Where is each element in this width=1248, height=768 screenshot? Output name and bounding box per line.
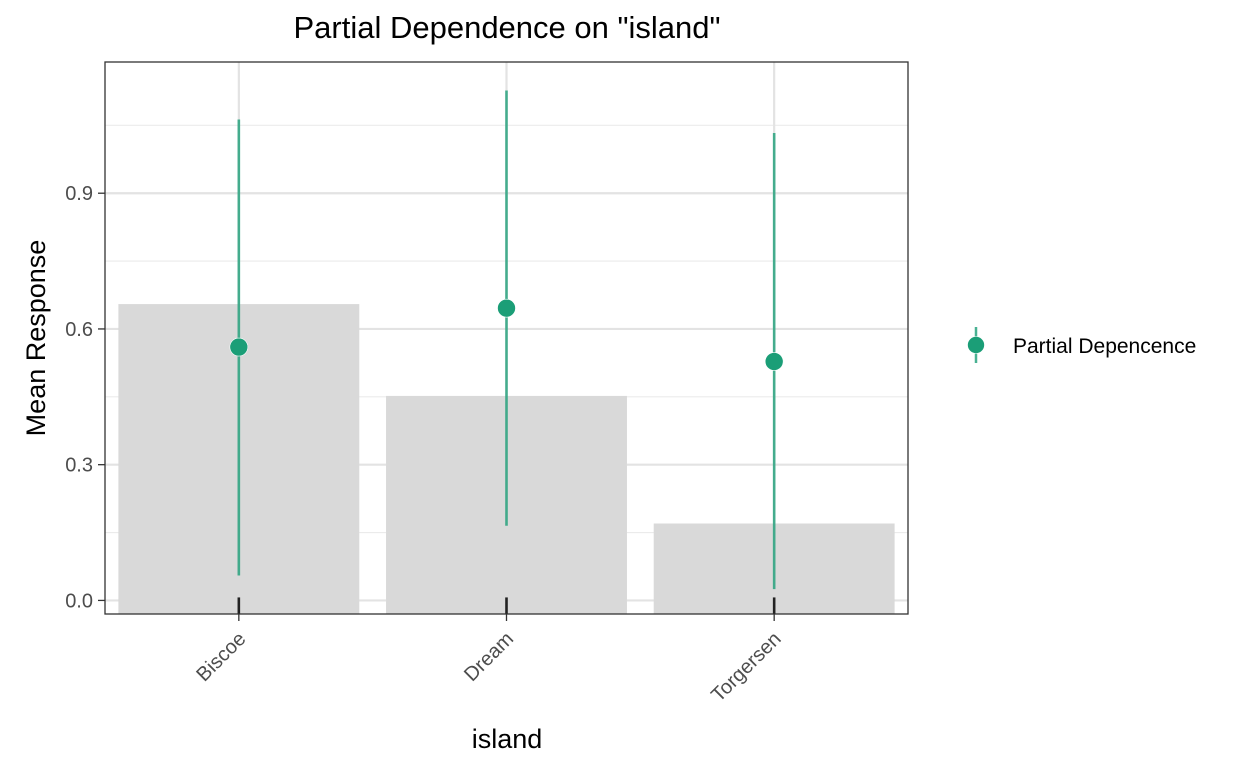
y-axis-title: Mean Response xyxy=(21,240,51,437)
point-dream xyxy=(497,298,516,318)
x-axis-title: island xyxy=(472,724,543,754)
x-tick-label: Dream xyxy=(460,628,518,686)
x-tick-label: Biscoe xyxy=(192,628,250,686)
y-tick-label: 0.6 xyxy=(65,319,93,341)
partial-dependence-series xyxy=(229,90,784,590)
legend-label: Partial Depencence xyxy=(1013,335,1196,358)
point-biscoe xyxy=(229,337,249,357)
legend-key-point xyxy=(967,336,985,354)
y-tick-label: 0.9 xyxy=(65,183,93,205)
y-axis: 0.0 0.3 0.6 0.9 xyxy=(65,183,105,612)
y-tick-label: 0.0 xyxy=(65,590,93,612)
x-axis: Biscoe Dream Torgersen xyxy=(192,614,786,706)
x-tick-label: Torgersen xyxy=(707,628,785,706)
y-tick-label: 0.3 xyxy=(65,455,93,477)
chart-title: Partial Dependence on "island" xyxy=(293,10,720,45)
rug-marks xyxy=(237,597,776,614)
point-torgersen xyxy=(764,352,784,371)
legend: Partial Depencence xyxy=(967,327,1196,363)
